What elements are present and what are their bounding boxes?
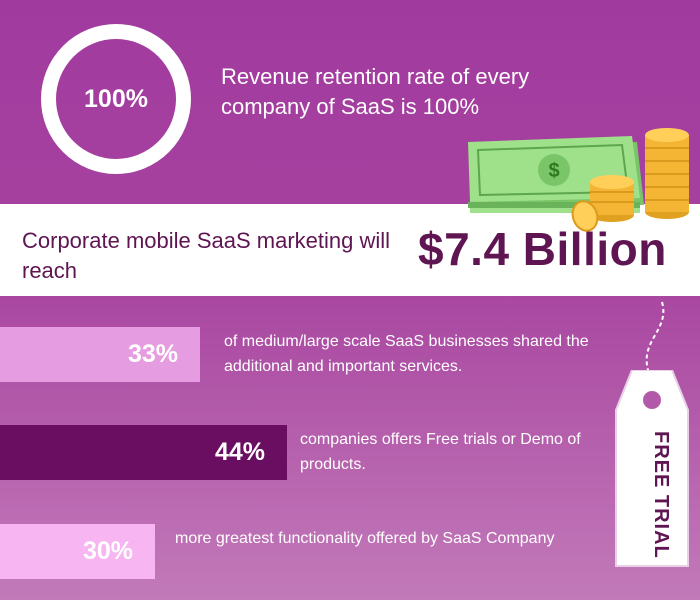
market-value: $7.4 Billion xyxy=(418,223,667,275)
svg-text:$: $ xyxy=(548,160,559,182)
stat-value-44: 44% xyxy=(214,438,265,466)
stat-value-30: 30% xyxy=(82,537,133,565)
money-stack-icon: $ xyxy=(468,128,689,232)
stat-bar-33: 33% xyxy=(0,327,200,382)
stat-bar-30: 30% xyxy=(0,524,155,579)
retention-ring: 100% xyxy=(41,24,191,174)
coin-stacks-icon xyxy=(571,128,689,232)
stat-value-33: 33% xyxy=(127,340,178,368)
stat-text-44: companies offers Free trials or Demo of … xyxy=(300,431,581,473)
retention-percent: 100% xyxy=(84,84,148,113)
stat-text-30: more greatest functionality offered by S… xyxy=(175,530,555,547)
retention-text: Revenue retention rate of every company … xyxy=(221,64,530,119)
market-text: Corporate mobile SaaS marketing will rea… xyxy=(22,228,391,283)
stat-text-33: of medium/large scale SaaS businesses sh… xyxy=(224,333,589,375)
stat-bar-44: 44% xyxy=(0,425,287,480)
price-tag-icon xyxy=(615,370,689,567)
free-trial-label: FREE TRIAL xyxy=(650,431,672,559)
